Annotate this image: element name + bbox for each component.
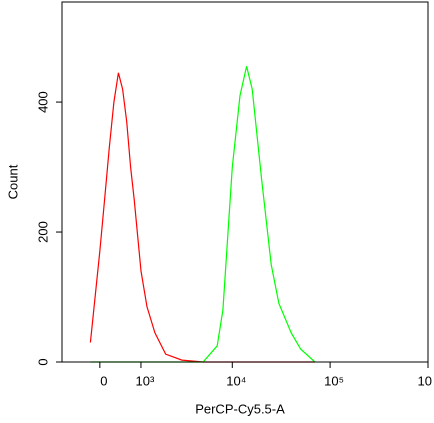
x-tick-label: 10 (418, 373, 432, 388)
y-tick-label: 0 (35, 358, 50, 365)
x-tick-label: 10⁴ (226, 373, 246, 388)
histogram-line (89, 72, 315, 363)
x-axis-label: PerCP-Cy5.5-A (195, 401, 285, 416)
plot-frame (61, 1, 429, 363)
histogram-line (90, 66, 316, 363)
y-tick-label: 200 (35, 221, 50, 243)
x-tick-label: 10⁵ (324, 373, 344, 388)
x-tick-label: 10³ (136, 373, 155, 388)
y-axis-label: Count (5, 164, 20, 199)
x-tick-label: 0 (100, 373, 107, 388)
y-tick-label: 400 (35, 91, 50, 113)
